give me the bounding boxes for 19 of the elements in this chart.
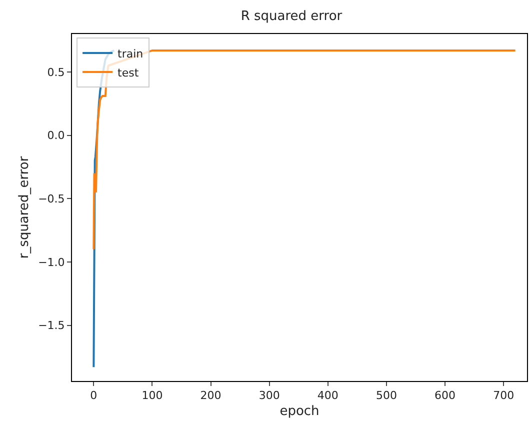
y-tick-label: −0.5 xyxy=(38,192,65,206)
x-tick-label: 700 xyxy=(493,389,514,402)
line-series xyxy=(92,49,516,250)
x-tick-label: 0 xyxy=(90,389,98,402)
x-tick-label: 200 xyxy=(200,389,222,402)
legend-label: train xyxy=(118,47,144,60)
chart-title: R squared error xyxy=(240,8,343,24)
y-axis-title: r_squared_error xyxy=(17,156,32,259)
y-tick-label: 0.0 xyxy=(47,129,65,142)
y-tick-label: −1.0 xyxy=(38,256,65,269)
x-tick-label: 600 xyxy=(434,389,456,402)
x-tick-label: 300 xyxy=(258,389,280,402)
y-tick-label: −1.5 xyxy=(38,319,65,332)
x-tick-label: 400 xyxy=(317,389,338,402)
y-tick-label: 0.5 xyxy=(47,66,65,79)
x-axis-title: epoch xyxy=(280,404,320,419)
x-tick-label: 500 xyxy=(376,389,397,402)
x-tick-label: 100 xyxy=(142,389,163,402)
legend-label: test xyxy=(118,66,140,80)
